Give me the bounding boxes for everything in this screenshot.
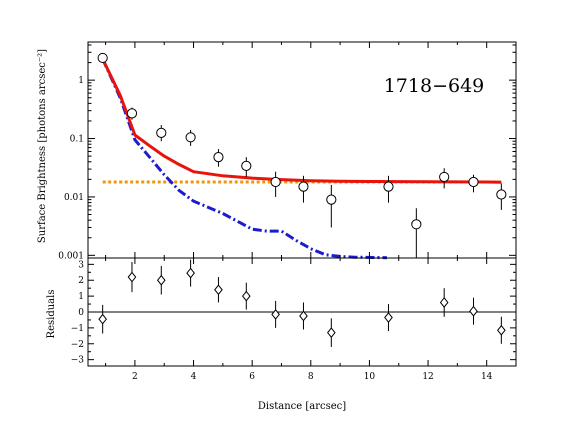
residual-point xyxy=(156,274,166,286)
data-point xyxy=(213,152,224,163)
x-axis-title: Distance [arcsec] xyxy=(258,401,346,412)
data-point xyxy=(156,127,167,138)
bottom-y-axis-title: Residuals xyxy=(46,290,57,339)
x-tick-label: 2 xyxy=(132,372,138,382)
data-point xyxy=(439,171,450,183)
data-point xyxy=(185,132,196,143)
residual-point xyxy=(214,284,223,296)
data-point xyxy=(270,176,281,188)
residual-point xyxy=(497,324,506,336)
residual-point xyxy=(384,312,393,323)
data-point xyxy=(126,108,138,119)
data-point xyxy=(298,181,309,192)
data-point xyxy=(326,194,337,205)
residual-point xyxy=(439,297,449,308)
data-point xyxy=(496,189,507,200)
bottom-y-tick-label: 3 xyxy=(78,260,84,270)
data-point xyxy=(241,160,252,171)
bottom-y-tick-label: 2 xyxy=(78,276,84,286)
residual-point xyxy=(326,327,336,339)
top-y-axis-title: Surface Brightness [photons arcsec⁻²] xyxy=(37,49,48,243)
top-y-tick-label: 0.1 xyxy=(70,135,84,145)
residual-point xyxy=(186,267,195,279)
data-point xyxy=(468,176,479,188)
bottom-plot-frame xyxy=(87,257,517,367)
surface-brightness-panel: 1 0.1 0.01 0.001 1718−649 Surface Brightnes… xyxy=(37,41,517,261)
data-point xyxy=(411,219,422,230)
data-point xyxy=(383,181,394,192)
beta-model-line xyxy=(101,58,388,260)
residual-points xyxy=(98,259,506,347)
data-points xyxy=(97,52,507,258)
top-y-tick-label: 1 xyxy=(78,76,84,86)
top-y-tick-label: 0.01 xyxy=(64,193,84,203)
residual-point xyxy=(241,290,251,302)
bottom-y-tick-label: −2 xyxy=(71,340,84,350)
data-point xyxy=(97,52,108,64)
total-model-line xyxy=(101,58,502,184)
x-tick-label: 12 xyxy=(422,372,433,382)
bottom-y-tick-label: −3 xyxy=(71,356,85,366)
residual-point xyxy=(469,305,478,317)
x-tick-label: 14 xyxy=(481,372,493,382)
source-name-annotation: 1718−649 xyxy=(384,75,485,97)
bottom-y-tick-label: 1 xyxy=(78,292,84,302)
residual-point xyxy=(127,271,137,283)
bottom-y-tick-label: 0 xyxy=(78,308,84,318)
bottom-y-tick-label: −1 xyxy=(71,324,84,334)
top-axes: 1 0.1 0.01 0.001 xyxy=(58,42,516,261)
x-tick-label: 10 xyxy=(364,372,376,382)
x-tick-label: 8 xyxy=(308,372,314,382)
residual-point xyxy=(98,313,107,325)
top-y-tick-label: 0.001 xyxy=(58,251,84,261)
x-tick-label: 4 xyxy=(191,372,197,382)
residual-point xyxy=(271,308,280,320)
residual-point xyxy=(299,310,308,322)
x-tick-label: 6 xyxy=(249,372,255,382)
